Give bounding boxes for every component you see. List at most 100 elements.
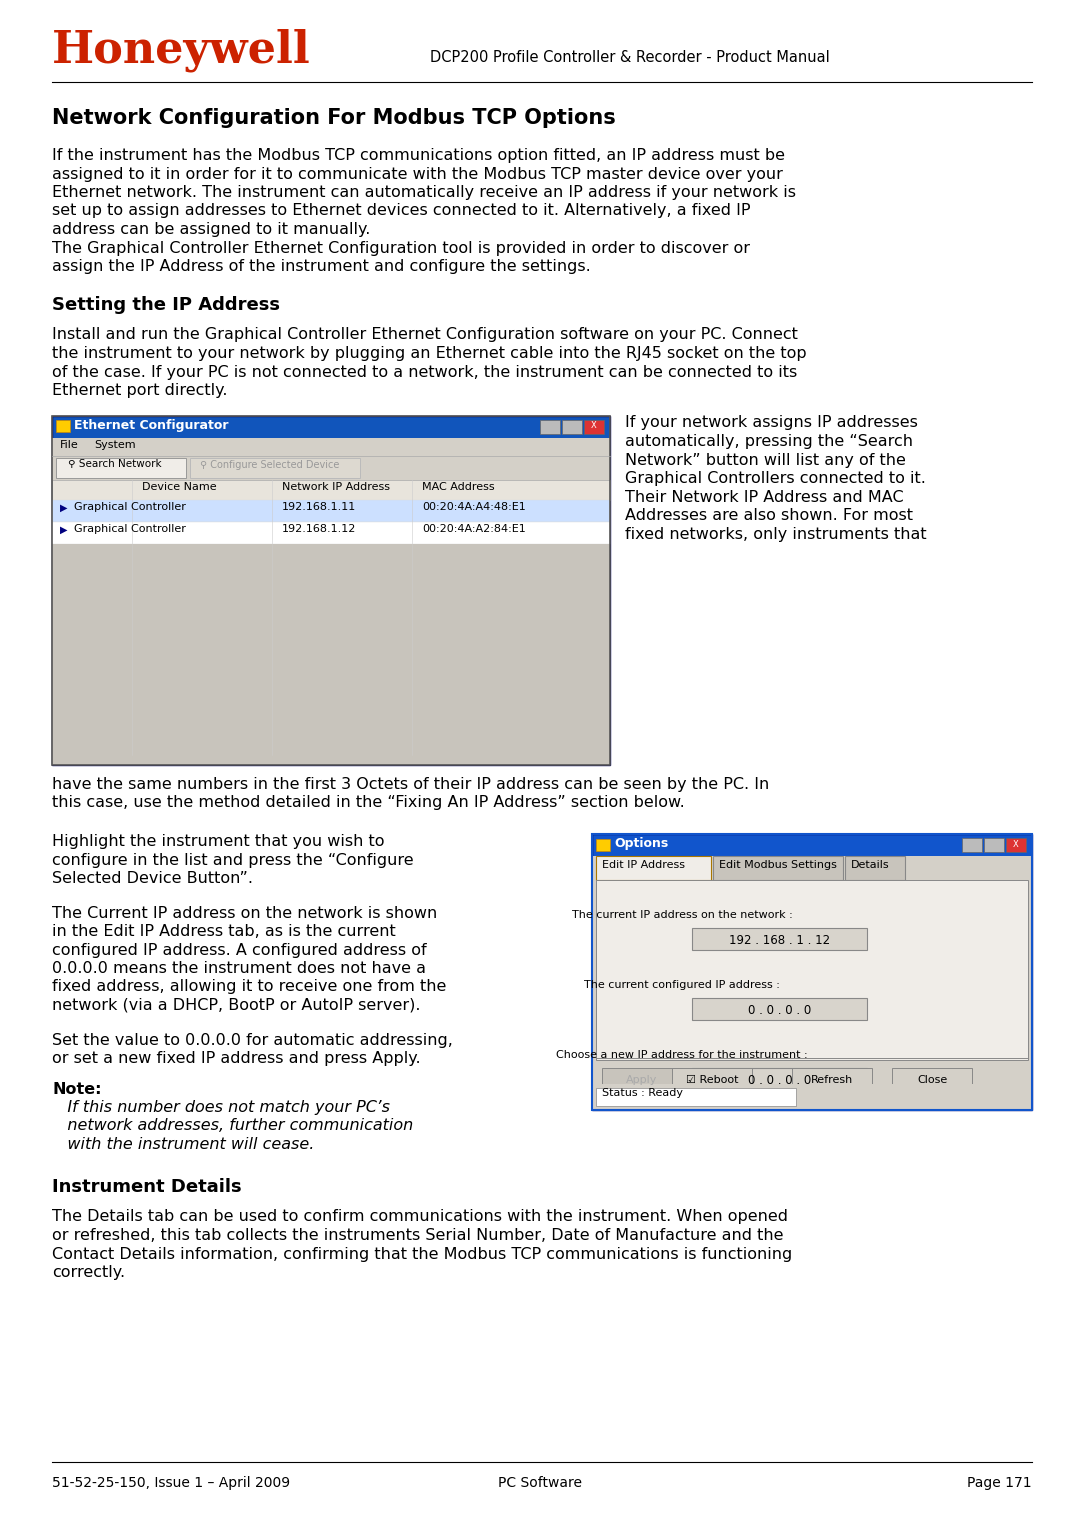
Bar [52,455,610,479]
Bar [592,834,1032,1110]
Bar [592,834,1032,1110]
Text: 0.0.0.0 means the instrument does not have a: 0.0.0.0 means the instrument does not ha… [52,960,426,976]
Bar [602,1067,681,1090]
Bar [56,420,70,432]
Text: 192.168.1.11: 192.168.1.11 [282,502,356,513]
Text: Instrument Details: Instrument Details [52,1177,242,1196]
Text: Edit IP Address: Edit IP Address [602,860,685,870]
Text: File: File [60,440,79,449]
Text: The Graphical Controller Ethernet Configuration tool is provided in order to dis: The Graphical Controller Ethernet Config… [52,240,750,255]
Text: fixed address, allowing it to receive one from the: fixed address, allowing it to receive on… [52,979,446,994]
Text: ⚲ Search Network: ⚲ Search Network [68,460,162,469]
Text: 00:20:4A:A4:48:E1: 00:20:4A:A4:48:E1 [422,502,526,513]
Text: Addresses are also shown. For most: Addresses are also shown. For most [625,508,913,524]
Text: Graphical Controller: Graphical Controller [75,502,186,513]
Bar [984,838,1004,852]
Bar [190,458,360,478]
Text: Network IP Address: Network IP Address [282,483,390,493]
Bar [562,420,582,434]
Text: 51-52-25-150, Issue 1 – April 2009: 51-52-25-150, Issue 1 – April 2009 [52,1477,291,1490]
Text: or set a new fixed IP address and press Apply.: or set a new fixed IP address and press … [52,1051,420,1066]
Text: configure in the list and press the “Configure: configure in the list and press the “Con… [52,852,414,867]
Text: Close: Close [917,1075,947,1086]
Bar [592,1084,1032,1110]
Bar [845,857,905,880]
Bar [962,838,982,852]
Text: fixed networks, only instruments that: fixed networks, only instruments that [625,527,927,542]
Bar [52,415,610,765]
Text: or refreshed, this tab collects the instruments Serial Number, Date of Manufactu: or refreshed, this tab collects the inst… [52,1228,783,1243]
Text: assigned to it in order for it to communicate with the Modbus TCP master device : assigned to it in order for it to commun… [52,166,783,182]
Text: X: X [591,421,597,431]
Bar [692,999,867,1020]
Text: PC Software: PC Software [498,1477,582,1490]
Bar [1005,838,1026,852]
Text: 0 . 0 . 0 . 0: 0 . 0 . 0 . 0 [747,1005,811,1017]
Text: Device Name: Device Name [141,483,217,493]
Text: correctly.: correctly. [52,1264,125,1280]
Text: Options: Options [615,837,669,851]
Text: Graphical Controllers connected to it.: Graphical Controllers connected to it. [625,470,926,486]
Text: Network” button will list any of the: Network” button will list any of the [625,452,906,467]
Text: If your network assigns IP addresses: If your network assigns IP addresses [625,415,918,431]
Text: Refresh: Refresh [811,1075,853,1086]
Bar [592,857,1032,1110]
Text: automatically, pressing the “Search: automatically, pressing the “Search [625,434,913,449]
Bar [52,544,610,765]
Text: The current IP address on the network :: The current IP address on the network : [571,910,793,919]
Text: with the instrument will cease.: with the instrument will cease. [52,1138,314,1151]
Text: network addresses, further communication: network addresses, further communication [52,1118,414,1133]
Text: Ethernet network. The instrument can automatically receive an IP address if your: Ethernet network. The instrument can aut… [52,185,796,200]
Bar [52,522,610,544]
Text: ▶: ▶ [60,502,67,513]
Text: Setting the IP Address: Setting the IP Address [52,296,280,313]
Text: Ethernet port directly.: Ethernet port directly. [52,383,228,399]
Text: The current configured IP address :: The current configured IP address : [584,980,780,989]
Text: Edit Modbus Settings: Edit Modbus Settings [719,860,837,870]
Text: If this number does not match your PC’s: If this number does not match your PC’s [52,1099,390,1115]
Bar [672,1067,752,1090]
Text: Selected Device Button”.: Selected Device Button”. [52,870,253,886]
Text: Choose a new IP address for the instrument :: Choose a new IP address for the instrume… [556,1051,808,1060]
Text: 0 . 0 . 0 . 0: 0 . 0 . 0 . 0 [747,1075,811,1087]
Text: in the Edit IP Address tab, as is the current: in the Edit IP Address tab, as is the cu… [52,924,395,939]
Bar [692,1067,867,1090]
Text: Note:: Note: [52,1081,102,1096]
Text: 192.168.1.12: 192.168.1.12 [282,524,356,534]
Bar [692,928,867,950]
Text: Page 171: Page 171 [968,1477,1032,1490]
Text: Network Configuration For Modbus TCP Options: Network Configuration For Modbus TCP Opt… [52,108,616,128]
Text: Status : Ready: Status : Ready [602,1089,683,1098]
Bar [52,415,610,765]
Text: Contact Details information, confirming that the Modbus TCP communications is fu: Contact Details information, confirming … [52,1246,793,1261]
Bar [52,479,610,499]
Bar [540,420,561,434]
Text: ☑ Reboot: ☑ Reboot [686,1075,739,1086]
Bar [596,838,610,851]
Text: ▶: ▶ [60,524,67,534]
Text: 00:20:4A:A2:84:E1: 00:20:4A:A2:84:E1 [422,524,526,534]
Text: set up to assign addresses to Ethernet devices connected to it. Alternatively, a: set up to assign addresses to Ethernet d… [52,203,751,218]
Text: have the same numbers in the first 3 Octets of their IP address can be seen by t: have the same numbers in the first 3 Oct… [52,777,769,793]
Text: Graphical Controller: Graphical Controller [75,524,186,534]
Text: Honeywell: Honeywell [52,27,311,72]
Bar [56,458,186,478]
Text: of the case. If your PC is not connected to a network, the instrument can be con: of the case. If your PC is not connected… [52,365,797,380]
Text: MAC Address: MAC Address [422,483,495,493]
Text: Highlight the instrument that you wish to: Highlight the instrument that you wish t… [52,834,384,849]
Text: Set the value to 0.0.0.0 for automatic addressing,: Set the value to 0.0.0.0 for automatic a… [52,1032,453,1048]
Text: address can be assigned to it manually.: address can be assigned to it manually. [52,221,370,237]
Bar [596,880,1028,1060]
Text: this case, use the method detailed in the “Fixing An IP Address” section below.: this case, use the method detailed in th… [52,796,685,811]
Bar [52,499,610,522]
Text: configured IP address. A configured address of: configured IP address. A configured addr… [52,942,427,957]
Bar [596,1089,796,1106]
Text: Details: Details [851,860,890,870]
Bar [713,857,843,880]
Text: the instrument to your network by plugging an Ethernet cable into the RJ45 socke: the instrument to your network by pluggi… [52,347,807,360]
Text: network (via a DHCP, BootP or AutoIP server).: network (via a DHCP, BootP or AutoIP ser… [52,999,420,1012]
Text: Apply: Apply [626,1075,658,1086]
Bar [596,857,711,880]
Bar [584,420,604,434]
Text: The Current IP address on the network is shown: The Current IP address on the network is… [52,906,437,921]
